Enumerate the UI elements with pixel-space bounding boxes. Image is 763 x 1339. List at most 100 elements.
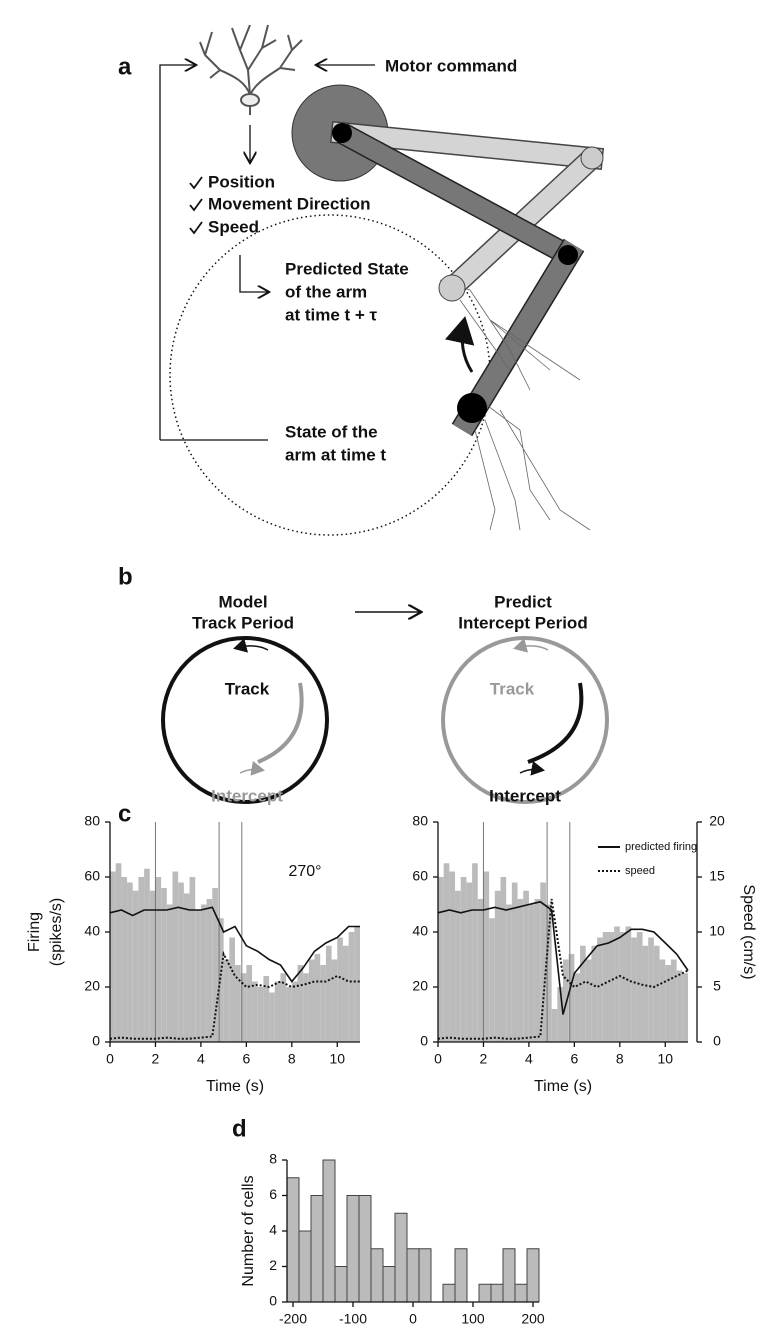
bar: [648, 937, 654, 1042]
bar: [206, 899, 213, 1042]
y-axis-label: (spikes/s): [48, 898, 65, 966]
y-tick-label: 0: [269, 1293, 277, 1309]
y-tick-label: 20: [84, 978, 100, 994]
intercept-path: [527, 682, 584, 764]
x-tick-label: 0: [434, 1051, 442, 1067]
line-series: [109, 906, 360, 983]
feature: Position: [208, 172, 275, 191]
bar: [229, 937, 235, 1042]
bar: [442, 1283, 456, 1303]
y-tick-label: 60: [84, 868, 100, 884]
intercept-path: [257, 682, 304, 764]
predicted-state: Predicted State: [285, 259, 409, 278]
bar: [252, 981, 258, 1042]
bar: [591, 945, 598, 1042]
bar: [286, 1177, 300, 1303]
bar: [670, 959, 677, 1042]
y2-tick-label: 20: [709, 813, 725, 829]
bar: [494, 890, 501, 1042]
y2-tick-label: 5: [713, 978, 721, 994]
x-tick-label: 10: [329, 1051, 345, 1067]
bar: [149, 890, 156, 1042]
track-label: Track: [225, 679, 270, 698]
bar: [489, 918, 495, 1042]
bar: [200, 904, 207, 1042]
x-axis-label: Time (s): [534, 1078, 592, 1095]
bar: [298, 1230, 312, 1303]
bar: [331, 959, 338, 1042]
line-series: [109, 950, 360, 1040]
bar: [155, 877, 162, 1042]
bar: [466, 882, 473, 1042]
y-tick-label: 40: [84, 923, 100, 939]
bar: [502, 1248, 516, 1303]
bar: [263, 976, 270, 1042]
bar: [127, 882, 133, 1042]
bar: [636, 932, 643, 1042]
bar: [472, 863, 478, 1042]
bar: [297, 965, 304, 1042]
bar: [490, 1283, 504, 1303]
y-tick-label: 0: [420, 1033, 428, 1049]
bar: [183, 893, 190, 1042]
joint: [332, 123, 352, 143]
bar: [382, 1266, 396, 1303]
x-tick-label: 6: [242, 1051, 250, 1067]
x-axis-label: Time (s): [206, 1078, 264, 1095]
bar: [574, 973, 581, 1042]
neuron: [199, 24, 303, 115]
bar: [608, 932, 615, 1042]
bar: [166, 904, 173, 1042]
bar: [308, 959, 315, 1042]
line-series: [437, 900, 689, 1015]
bar: [631, 937, 637, 1042]
period-title: Predict: [494, 592, 552, 611]
period-title: Intercept Period: [458, 613, 587, 632]
x-tick-label: 200: [521, 1311, 545, 1327]
motion-arrow: [444, 316, 475, 373]
intercept-label: Intercept: [489, 786, 561, 805]
bar: [545, 904, 552, 1042]
y2-tick-label: 0: [713, 1033, 721, 1049]
bar: [625, 926, 632, 1042]
x-tick-label: 8: [288, 1051, 296, 1067]
bar: [172, 871, 179, 1042]
x-tick-label: 4: [197, 1051, 205, 1067]
direction-arrow: [513, 638, 549, 653]
bar: [115, 863, 122, 1042]
bar: [418, 1248, 432, 1303]
bar: [303, 973, 309, 1042]
bar: [195, 910, 201, 1042]
bar: [477, 899, 484, 1042]
x-tick-label: 100: [461, 1311, 485, 1327]
x-tick-label: 0: [409, 1311, 417, 1327]
bar: [286, 987, 292, 1042]
bar: [223, 959, 230, 1042]
y-axis-label: Number of cells: [240, 1175, 257, 1286]
feature: Movement Direction: [208, 194, 370, 213]
bar: [682, 973, 688, 1042]
y-tick-label: 6: [269, 1186, 277, 1202]
y-tick-label: 0: [92, 1033, 100, 1049]
direction-arrow: [519, 760, 545, 776]
x-tick-label: 0: [106, 1051, 114, 1067]
bar: [506, 904, 512, 1042]
bar: [394, 1212, 408, 1303]
bar: [483, 871, 490, 1042]
y-tick-label: 80: [412, 813, 428, 829]
predicted-state: of the arm: [285, 282, 367, 301]
bar: [517, 899, 524, 1042]
upper-arm-current: [337, 124, 573, 264]
bar: [642, 945, 649, 1042]
bar: [449, 871, 456, 1042]
checkmarks: [189, 176, 203, 235]
bar: [478, 1283, 492, 1303]
bar: [240, 973, 247, 1042]
bar: [676, 970, 683, 1042]
hand-sketch: [439, 279, 591, 531]
bar: [580, 945, 586, 1042]
y-tick-label: 60: [412, 868, 428, 884]
line-series: [437, 898, 689, 1040]
bar: [551, 1009, 558, 1042]
bar: [585, 959, 592, 1042]
